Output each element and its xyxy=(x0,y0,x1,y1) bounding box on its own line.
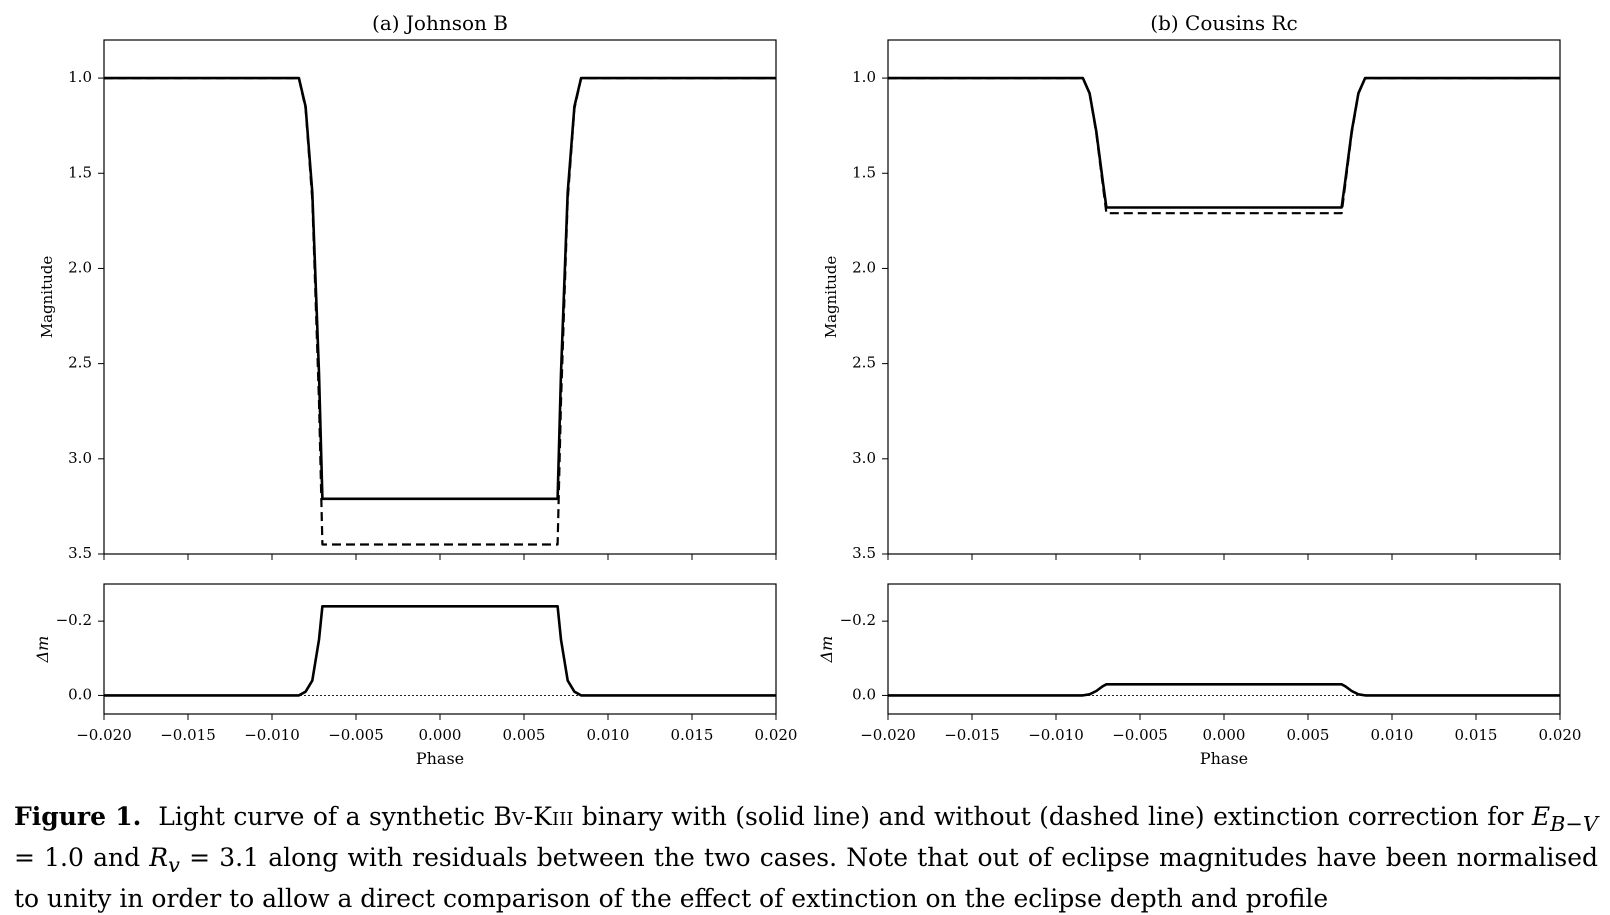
caption-text-1: Light curve of a synthetic B xyxy=(158,802,512,831)
y-tick-label: 1.5 xyxy=(68,163,92,181)
x-tick-label: −0.015 xyxy=(160,726,216,744)
residual-series-line xyxy=(104,604,776,697)
residual-y-tick-label: 0.0 xyxy=(852,685,876,703)
caption-text-3: -K xyxy=(524,802,552,831)
y-tick-label: 3.5 xyxy=(68,544,92,562)
caption-rv-value: = 3.1 along with residuals between the t… xyxy=(14,843,1598,913)
y-tick-label: 3.0 xyxy=(68,449,92,467)
y-tick-label: 3.0 xyxy=(852,449,876,467)
x-tick-label: 0.015 xyxy=(671,726,714,744)
main-plot-frame xyxy=(103,39,777,555)
y-tick-label: 1.0 xyxy=(852,68,876,86)
residual-y-tick-label: 0.0 xyxy=(68,685,92,703)
x-tick-label: 0.015 xyxy=(1455,726,1498,744)
caption-ebv-sub: B−V xyxy=(1550,812,1598,836)
y-tick-label: 2.0 xyxy=(852,258,876,276)
residual-y-tick-label: −0.2 xyxy=(56,611,92,629)
panel-title: (a) Johnson B xyxy=(372,11,508,35)
y-tick-label: 2.5 xyxy=(68,354,92,372)
y-tick-label: 2.0 xyxy=(68,258,92,276)
caption-label: Figure 1. xyxy=(14,802,142,831)
x-tick-label: 0.010 xyxy=(1371,726,1414,744)
figure: (a) Johnson B 1.0 1.5 2.0 2.5 3.0 3.5 Magnitude… xyxy=(33,11,1582,768)
x-axis-label: Phase xyxy=(1200,749,1248,768)
main-plot-frame xyxy=(887,39,1561,555)
residual-y-axis-label: Δm xyxy=(817,636,836,664)
y-axis-label: Magnitude xyxy=(822,256,840,339)
dashed-series-line xyxy=(888,76,1560,215)
x-tick-label: 0.005 xyxy=(1287,726,1330,744)
x-tick-label: 0.005 xyxy=(503,726,546,744)
x-tick-label: −0.015 xyxy=(944,726,1000,744)
residual-y-axis-label: Δm xyxy=(33,636,52,664)
panel-title: (b) Cousins Rc xyxy=(1150,11,1297,35)
x-tick-label: −0.010 xyxy=(1028,726,1084,744)
solid-series-line xyxy=(104,76,776,501)
caption-text-4: iii xyxy=(551,802,574,831)
x-tick-label: −0.020 xyxy=(860,726,916,744)
x-tick-label: −0.005 xyxy=(1112,726,1168,744)
residual-series-line xyxy=(888,682,1560,697)
x-tick-label: 0.020 xyxy=(755,726,798,744)
caption-rv-sub: v xyxy=(168,853,180,877)
residual-y-tick-label: −0.2 xyxy=(840,611,876,629)
x-axis-label: Phase xyxy=(416,749,464,768)
y-tick-label: 1.5 xyxy=(852,163,876,181)
dashed-series-line xyxy=(104,76,776,546)
y-tick-label: 1.0 xyxy=(68,68,92,86)
solid-series-line xyxy=(888,76,1560,209)
y-tick-label: 3.5 xyxy=(852,544,876,562)
x-tick-label: 0.010 xyxy=(587,726,630,744)
caption-ebv-symbol: E xyxy=(1531,802,1551,831)
figure-caption: Figure 1. Light curve of a synthetic Bv-… xyxy=(14,800,1598,915)
caption-text-2: v xyxy=(511,802,525,831)
x-tick-label: 0.000 xyxy=(419,726,462,744)
x-tick-label: 0.020 xyxy=(1539,726,1582,744)
x-tick-label: −0.020 xyxy=(76,726,132,744)
caption-text-5: binary with (solid line) and without (da… xyxy=(573,802,1524,831)
x-tick-label: −0.005 xyxy=(328,726,384,744)
caption-ebv-value: = 1.0 and xyxy=(14,843,150,872)
caption-rv-symbol: R xyxy=(149,843,169,872)
y-axis-label: Magnitude xyxy=(38,256,56,339)
y-tick-label: 2.5 xyxy=(852,354,876,372)
x-tick-label: −0.010 xyxy=(244,726,300,744)
x-tick-label: 0.000 xyxy=(1203,726,1246,744)
